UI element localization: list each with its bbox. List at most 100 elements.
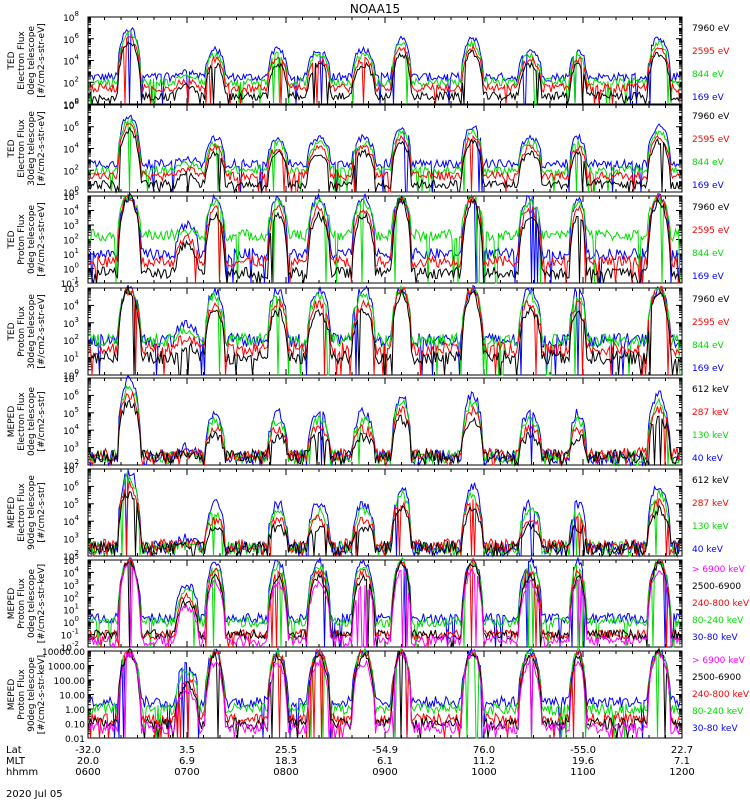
y-tick-exponent: 7 [75,462,79,470]
series-line-240-800-kev [88,648,681,739]
y-tick-label: 101 [63,351,79,365]
series-line--6900-kev [88,560,681,649]
y-tick-label: 105 [63,406,79,420]
y-tick-exponent: 8 [75,98,79,106]
time-tick-mlt: 6.9 [179,756,195,767]
y-tick-exponent: 5 [75,497,79,505]
series-line-40-kev [88,374,681,467]
series-line-287-kev [88,390,681,467]
y-tick-exponent: 3 [75,218,79,226]
y-tick-label: 100 [63,262,79,276]
y-tick-exponent: 4 [75,298,80,306]
y-tick-exponent: 3 [75,316,79,324]
legend-entry: 2500-6900 [692,673,741,683]
legend-entry: 130 keV [692,431,729,441]
series-line-612-kev [88,491,681,558]
series-line-7960-ev [88,126,681,194]
time-tick-hhmm: 0800 [273,767,298,778]
y-tick-label: 105 [63,497,79,511]
y-axis-label: MEPEDProton Flux90deg telescope[#/cm2-s-… [7,655,47,734]
y-axis-label-line: [#/cm2-s-str-keV] [37,564,47,643]
y-tick-label: 104 [63,423,79,437]
y-axis-label-line: 30deg telescope [27,294,37,369]
legend-entry: 7960 eV [692,24,730,34]
y-tick-exponent: 2 [75,458,79,466]
y-tick-label: 106 [63,120,79,134]
y-tick-exponent: -1 [72,628,79,636]
legend-entry: 80-240 keV [692,707,744,717]
time-tick-lat: 3.5 [179,745,195,756]
y-tick-exponent: 2 [75,163,79,171]
date-label: 2020 Jul 05 [6,789,63,800]
y-tick-label: 1.00 [65,706,85,716]
y-tick-exponent: 0 [75,262,79,270]
y-tick-label: 0.01 [65,735,85,745]
series-line-2500-6900 [88,647,681,739]
y-tick-exponent: 0 [75,97,79,105]
series-line-2595-ev [88,123,681,193]
series-line-2595-ev [88,193,680,284]
legend-entry: 2595 eV [692,318,730,328]
time-tick-hhmm: 1000 [471,767,496,778]
y-tick-exponent: 4 [75,204,80,212]
series-line-169-ev [88,192,681,284]
legend-entry: 2595 eV [692,47,730,57]
chart-title: NOAA15 [350,2,400,16]
legend-entry: 240-800 keV [692,690,750,700]
y-tick-exponent: 3 [75,532,79,540]
y-axis-label: TEDProton Flux0deg telescope[#/cm2-s-str… [7,202,47,277]
y-axis-label-line: MEPED [7,679,17,711]
y-tick-label: 102 [63,333,79,347]
y-tick-exponent: 6 [75,32,80,40]
y-axis-label-line: [#/cm2-s-str] [37,391,47,451]
y-axis-label-line: 0deg telescope [27,26,37,96]
y-tick-exponent: 3 [75,578,79,586]
series-line-287-kev [88,480,681,558]
time-tick-mlt: 19.6 [572,756,594,767]
y-axis-label-line: TED [7,51,17,70]
series-line-30-80-kev [88,556,681,648]
legend-entry: 169 eV [692,364,725,374]
y-tick-exponent: 5 [75,281,79,289]
y-tick-label: 103 [63,218,79,232]
time-axis-row-label: hhmm [6,767,38,778]
y-tick-label: 10.00 [59,692,85,702]
time-tick-hhmm: 1100 [570,767,595,778]
time-tick-lat: -55.0 [570,745,596,756]
y-axis-label-line: [#/cm2-s-str-eV] [37,111,47,186]
y-tick-label: 102 [63,75,79,89]
legend-entry: 169 eV [692,181,725,191]
legend-entry: 844 eV [692,341,725,351]
y-tick-exponent: 2 [75,233,79,241]
y-axis-label-line: [#/cm2-s-str-eV] [37,202,47,277]
y-tick-label: 106 [63,388,79,402]
time-tick-lat: 22.7 [671,745,693,756]
series-line-7960-ev [88,285,681,376]
y-axis-label: MEPEDElectron Flux90deg telescope[#/cm2-… [7,475,47,550]
y-axis-label-line: 90deg telescope [27,657,37,732]
time-axis-row-label: MLT [6,756,26,767]
y-tick-exponent: -1 [72,276,79,284]
series-line-7960-ev [88,192,681,284]
y-axis-label-line: MEPED [7,588,17,620]
y-tick-label: 103 [63,532,79,546]
series-line-7960-ev [88,40,681,106]
panel-8: 0.010.101.0010.00100.001000.0010000.00ME… [7,646,750,745]
y-axis-label: MEPEDProton Flux0deg telescope[#/cm2-s-s… [7,564,47,643]
legend-entry: 2500-6900 [692,582,741,592]
y-tick-exponent: 4 [75,565,80,573]
y-axis-label-line: [#/cm2-s-str-eV] [37,294,47,369]
y-tick-label: 104 [63,204,79,218]
series-line-2595-ev [88,36,681,105]
time-tick-mlt: 18.3 [275,756,297,767]
y-tick-exponent: 6 [75,479,80,487]
y-tick-exponent: 4 [75,142,80,150]
series-line--6900-kev [88,648,681,739]
y-tick-label: 104 [63,298,79,312]
